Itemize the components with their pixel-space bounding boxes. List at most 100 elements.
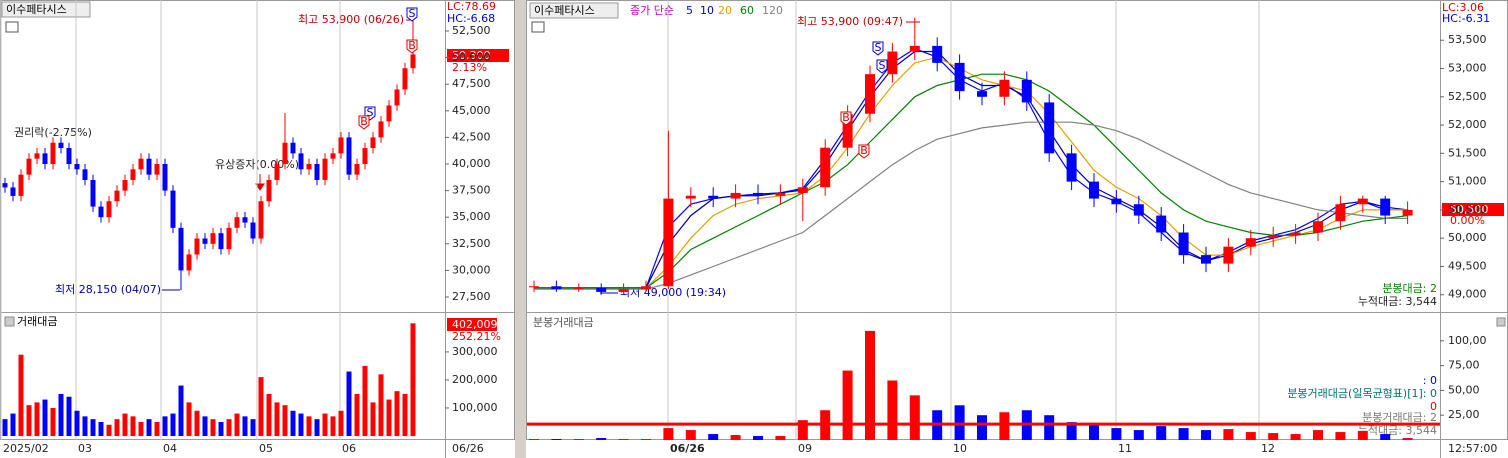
volume-bar: [98, 421, 104, 436]
volume-bar: [618, 439, 629, 440]
candle-body: [618, 289, 629, 292]
signal-marker: [406, 7, 418, 22]
y-tick-label: 45,000: [452, 104, 491, 117]
candle-body: [753, 192, 763, 196]
candle-body: [290, 142, 296, 154]
candle-body: [909, 45, 920, 52]
volume-bar: [178, 385, 184, 436]
annotation: 권리락(-2.75%): [14, 126, 92, 139]
legend-entry: 10: [700, 4, 714, 17]
time-label: 12: [1261, 442, 1275, 455]
volume-bar: [1156, 426, 1167, 440]
volume-bar: [1290, 434, 1301, 440]
signal-label: B: [842, 111, 850, 124]
candle-body: [154, 164, 160, 175]
grid-icon[interactable]: [5, 21, 19, 33]
candle-body: [114, 190, 120, 202]
y-tick-label: 75,00: [1448, 359, 1480, 372]
title-box[interactable]: [1, 1, 91, 18]
pane-icon[interactable]: [4, 316, 15, 327]
volume-bar: [66, 396, 72, 436]
candle-body: [685, 195, 696, 199]
volume-bar: [114, 419, 120, 436]
volume-bar: [130, 416, 136, 436]
signal-label: S: [367, 106, 374, 119]
volume-bar: [210, 419, 216, 436]
volume-legend: 분봉거래대금(일목균형표)[1]: 0: [1287, 386, 1437, 400]
volume-bar: [386, 399, 392, 436]
pane-icon[interactable]: [1496, 317, 1506, 327]
y-tick-label: 52,500: [1448, 90, 1487, 103]
volume-bar: [34, 402, 40, 436]
price-label: 50,300: [452, 49, 491, 62]
y-tick-label: 27,500: [452, 290, 491, 303]
y-tick-label: 49,500: [1448, 259, 1487, 272]
volume-title: 거래대금: [17, 315, 57, 328]
price-box: [447, 49, 509, 62]
volume-bar: [26, 405, 32, 436]
candle-body: [314, 164, 320, 180]
signal-marker: [858, 144, 870, 159]
volume-bar: [146, 419, 152, 436]
volume-bar: [977, 415, 987, 440]
splitter[interactable]: [515, 0, 526, 458]
title: 이수페타시스: [534, 4, 595, 17]
candle-body: [402, 68, 408, 90]
volume-bar: [282, 405, 288, 436]
volume-bar: [290, 410, 296, 436]
candle-body: [202, 238, 208, 244]
lc-label: LC:78.69: [447, 0, 496, 13]
y-tick-label: 100,00: [1448, 334, 1487, 347]
candle-body: [663, 198, 674, 287]
candle-body: [1066, 153, 1077, 182]
y-tick-label: 300,000: [452, 345, 498, 358]
volume-bar: [74, 410, 80, 436]
candle-body: [330, 153, 336, 159]
volume-box: [447, 318, 497, 331]
volume-bar: [90, 419, 96, 436]
volume-bar: [1066, 422, 1077, 440]
change-label: 0.00%: [1450, 214, 1485, 227]
volume-bar: [1313, 430, 1323, 440]
candle-body: [122, 179, 128, 191]
volume-bar: [82, 416, 88, 436]
volume-bar: [138, 421, 144, 436]
volume-bar: [274, 402, 280, 436]
volume-bar: [50, 407, 56, 436]
volume-bar: [162, 416, 168, 436]
candle-body: [797, 187, 808, 193]
volume-bar: [775, 436, 786, 440]
candle-body: [306, 164, 312, 170]
y-tick-label: 25,00: [1448, 408, 1480, 421]
volume-bar: [346, 371, 352, 436]
signal-label: S: [409, 7, 416, 20]
candle-body: [1380, 198, 1391, 216]
candle-body: [386, 105, 392, 122]
y-tick-label: 50,00: [1448, 383, 1480, 396]
grid-icon[interactable]: [531, 21, 545, 33]
time-label: 10: [953, 442, 967, 455]
change-label: 2.13%: [452, 61, 487, 74]
y-tick-label: 52,000: [1448, 118, 1487, 131]
time-label: 11: [1118, 442, 1132, 455]
candle-body: [1133, 204, 1144, 216]
volume-bar: [194, 410, 200, 436]
signal-marker: [872, 41, 884, 56]
candle-body: [242, 217, 248, 223]
volume-bar: [170, 413, 176, 436]
volume-bar: [730, 435, 741, 440]
candle-body: [274, 164, 280, 180]
candle-body: [258, 201, 264, 239]
title-box[interactable]: [529, 2, 619, 19]
volume-bar: [402, 393, 408, 436]
candle-body: [842, 113, 853, 148]
candle-body: [378, 121, 384, 138]
info: 분봉대금: 2: [1382, 282, 1437, 295]
y-tick-label: 51,000: [1448, 175, 1487, 188]
time-label: 06: [342, 442, 356, 455]
signal-label: S: [879, 59, 886, 72]
candle-body: [58, 142, 64, 149]
volume-bar: [1268, 433, 1279, 440]
candle-body: [322, 158, 328, 180]
